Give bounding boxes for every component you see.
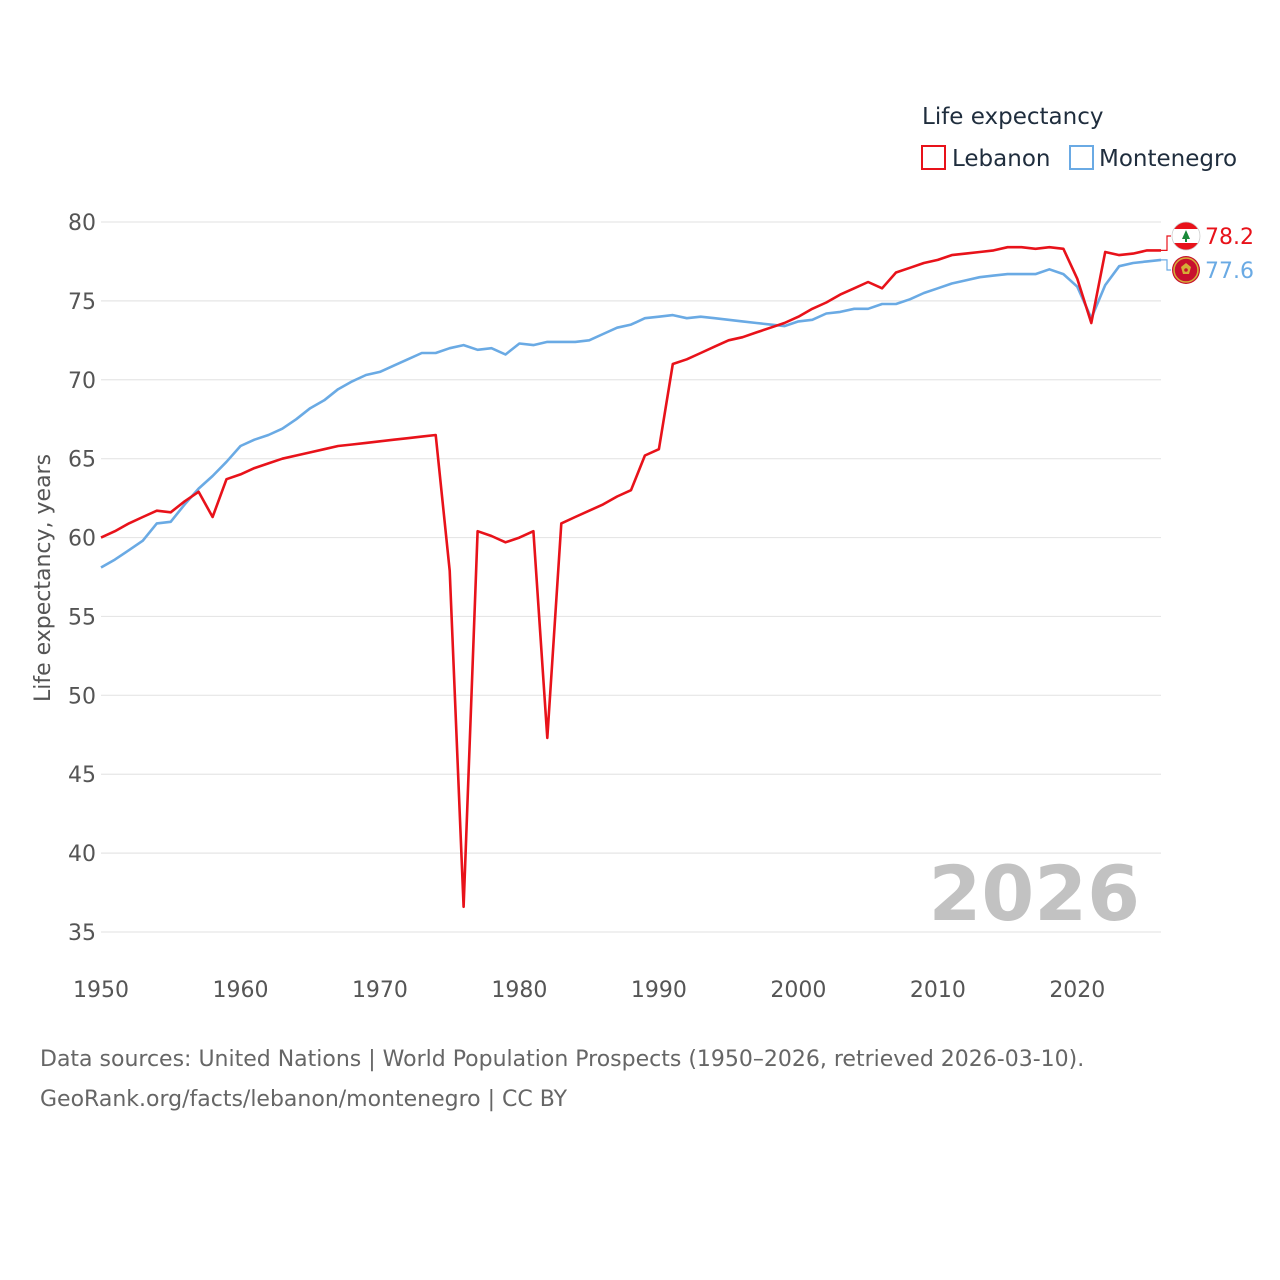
series-line-lebanon[interactable] bbox=[100, 245, 1161, 909]
y-tick-label-40: 40 bbox=[68, 842, 96, 867]
legend-label-lebanon: Lebanon bbox=[952, 146, 1050, 172]
y-tick-label-70: 70 bbox=[68, 369, 96, 394]
x-tick-label-1970: 1970 bbox=[352, 978, 408, 1003]
x-tick-label-2010: 2010 bbox=[910, 978, 966, 1003]
connector-line-lebanon bbox=[1161, 235, 1171, 251]
y-axis-title: Life expectancy, years bbox=[31, 454, 56, 702]
x-axis-ticks: 1950 1960 1970 1980 1990 2000 2010 2020 bbox=[73, 978, 1105, 1003]
y-tick-label-60: 60 bbox=[68, 527, 96, 552]
grid-lines bbox=[101, 221, 1161, 933]
legend-swatch-montenegro bbox=[1069, 145, 1094, 170]
x-tick-label-2000: 2000 bbox=[770, 978, 826, 1003]
series-lines bbox=[100, 245, 1162, 909]
connector-line-montenegro bbox=[1161, 259, 1171, 271]
legend-item-montenegro[interactable]: Montenegro bbox=[1069, 145, 1237, 172]
series-line-montenegro[interactable] bbox=[100, 258, 1162, 569]
y-axis-ticks: 35 40 45 50 55 60 65 70 75 80 bbox=[68, 211, 96, 946]
y-tick-label-45: 45 bbox=[68, 763, 96, 788]
montenegro-flag-icon bbox=[1172, 256, 1200, 284]
y-tick-label-50: 50 bbox=[68, 684, 96, 709]
x-tick-label-2020: 2020 bbox=[1049, 978, 1105, 1003]
end-value-montenegro: 77.6 bbox=[1205, 259, 1254, 284]
x-tick-label-1960: 1960 bbox=[212, 978, 268, 1003]
x-tick-label-1980: 1980 bbox=[491, 978, 547, 1003]
end-label-montenegro: 77.6 bbox=[1161, 256, 1254, 284]
life-expectancy-chart: Life expectancy Lebanon Montenegro 35 40 4… bbox=[31, 104, 1254, 1003]
y-tick-label-35: 35 bbox=[68, 921, 96, 946]
x-tick-label-1950: 1950 bbox=[73, 978, 129, 1003]
end-label-lebanon: 78.2 bbox=[1161, 221, 1254, 251]
y-tick-label-55: 55 bbox=[68, 605, 96, 630]
legend-title: Life expectancy bbox=[922, 104, 1103, 130]
source-line-2[interactable]: GeoRank.org/facts/lebanon/montenegro | C… bbox=[40, 1087, 568, 1112]
y-tick-label-65: 65 bbox=[68, 448, 96, 473]
end-value-lebanon: 78.2 bbox=[1205, 225, 1254, 250]
lebanon-flag-icon bbox=[1171, 221, 1201, 251]
legend-swatch-lebanon bbox=[921, 145, 946, 170]
year-watermark: 2026 bbox=[928, 849, 1140, 938]
legend-item-lebanon[interactable]: Lebanon bbox=[921, 145, 1050, 172]
y-tick-label-80: 80 bbox=[68, 211, 96, 236]
x-tick-label-1990: 1990 bbox=[631, 978, 687, 1003]
source-line-1: Data sources: United Nations | World Pop… bbox=[40, 1047, 1085, 1072]
source-attribution: Data sources: United Nations | World Pop… bbox=[40, 1040, 1260, 1120]
legend-label-montenegro: Montenegro bbox=[1099, 146, 1237, 172]
y-tick-label-75: 75 bbox=[68, 290, 96, 315]
